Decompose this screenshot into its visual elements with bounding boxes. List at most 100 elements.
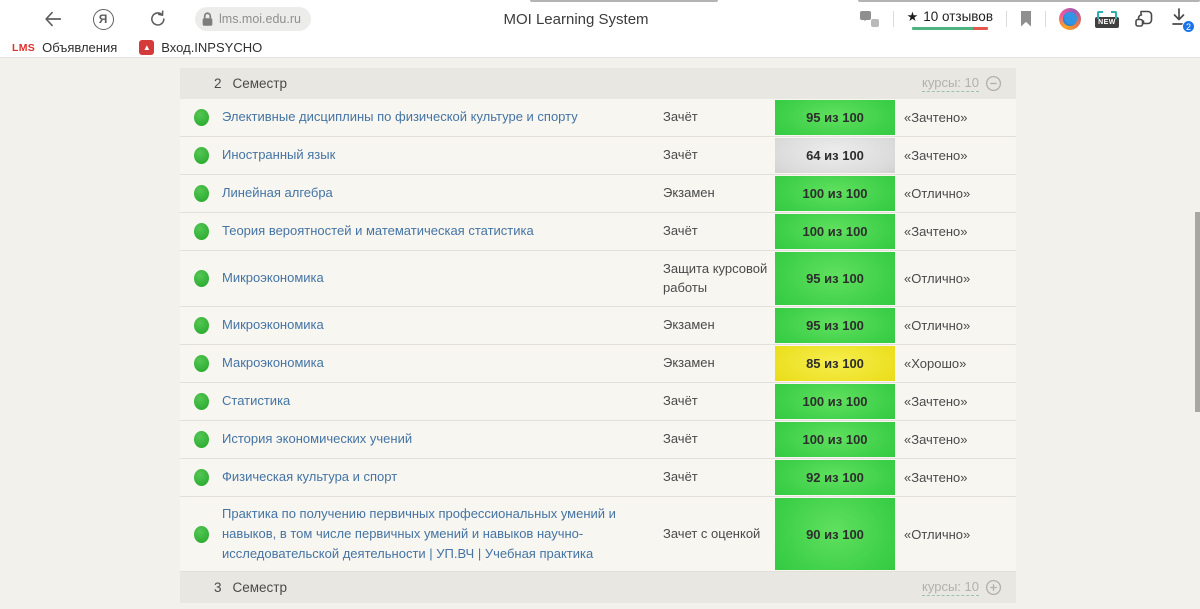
score-cell: 100 из 100	[775, 213, 895, 250]
score-badge: 95 из 100	[775, 308, 895, 343]
back-arrow-icon	[42, 8, 64, 30]
downloads-count-badge: 2	[1182, 20, 1195, 33]
browser-chrome: Я lms.moi.edu.ru MOI Learning System ★ 1…	[0, 0, 1200, 38]
status-dot-icon	[194, 393, 209, 410]
courses-count-link: курсы: 10	[922, 579, 979, 596]
score-cell: 100 из 100	[775, 383, 895, 420]
extension-new-icon[interactable]: NEW	[1094, 11, 1120, 28]
table-row: История экономических учений Зачёт 100 и…	[180, 421, 1016, 459]
semester-label: Семестр	[233, 580, 288, 595]
course-link[interactable]: Статистика	[222, 391, 663, 411]
grade-value: «Отлично»	[895, 318, 1016, 333]
status-dot-icon	[194, 109, 209, 126]
separator	[1006, 11, 1007, 27]
status-cell	[180, 185, 222, 202]
refresh-icon	[148, 9, 168, 29]
courses-count-link: курсы: 10	[922, 75, 979, 92]
course-link[interactable]: Теория вероятностей и математическая ста…	[222, 221, 663, 241]
downloads-button[interactable]: 2	[1168, 6, 1192, 32]
yandex-icon: Я	[93, 9, 114, 30]
extension-avatar-icon[interactable]	[1059, 8, 1081, 30]
assessment-type: Зачёт	[663, 108, 775, 127]
site-rating[interactable]: ★ 10 отзывов	[907, 9, 993, 30]
score-badge: 95 из 100	[775, 252, 895, 305]
status-cell	[180, 147, 222, 164]
expand-semester-control[interactable]: курсы: 10	[922, 579, 1002, 596]
score-cell: 100 из 100	[775, 421, 895, 458]
separator	[1045, 11, 1046, 27]
score-badge: 100 из 100	[775, 176, 895, 211]
status-dot-icon	[194, 317, 209, 334]
grade-value: «Отлично»	[895, 527, 1016, 542]
semester-label: Семестр	[233, 76, 288, 91]
course-link[interactable]: Линейная алгебра	[222, 183, 663, 203]
course-link[interactable]: Макроэкономика	[222, 353, 663, 373]
refresh-button[interactable]	[146, 7, 170, 31]
score-cell: 95 из 100	[775, 99, 895, 136]
score-badge: 100 из 100	[775, 384, 895, 419]
page-content: 2 Семестр курсы: 10 Элективные дисциплин…	[0, 58, 1200, 609]
course-link[interactable]: Микроэкономика	[222, 315, 663, 335]
score-badge: 100 из 100	[775, 422, 895, 457]
score-badge: 100 из 100	[775, 214, 895, 249]
score-badge: 92 из 100	[775, 460, 895, 495]
score-cell: 95 из 100	[775, 251, 895, 306]
assessment-type: Зачёт	[663, 222, 775, 241]
bookmark-item-lms[interactable]: LMS Объявления	[12, 40, 117, 55]
grade-value: «Отлично»	[895, 271, 1016, 286]
assessment-type: Зачёт	[663, 392, 775, 411]
semester-footer: 3 Семестр курсы: 10	[180, 572, 1016, 603]
grades-rows: Элективные дисциплины по физической куль…	[180, 99, 1016, 572]
status-dot-icon	[194, 431, 209, 448]
grade-value: «Зачтено»	[895, 148, 1016, 163]
grade-value: «Зачтено»	[895, 432, 1016, 447]
expand-plus-icon	[985, 579, 1002, 596]
collapse-semester-control[interactable]: курсы: 10	[922, 75, 1002, 92]
course-link[interactable]: Микроэкономика	[222, 268, 663, 288]
yandex-logo-button[interactable]: Я	[91, 7, 115, 31]
table-row: Теория вероятностей и математическая ста…	[180, 213, 1016, 251]
course-link[interactable]: Иностранный язык	[222, 145, 663, 165]
score-cell: 95 из 100	[775, 307, 895, 344]
chat-icon[interactable]	[860, 10, 880, 28]
extensions-button[interactable]	[1133, 8, 1155, 30]
table-row: Элективные дисциплины по физической куль…	[180, 99, 1016, 137]
grade-value: «Отлично»	[895, 186, 1016, 201]
url-text: lms.moi.edu.ru	[219, 12, 301, 26]
table-row: Практика по получению первичных професси…	[180, 497, 1016, 572]
course-link[interactable]: Физическая культура и спорт	[222, 467, 663, 487]
status-dot-icon	[194, 223, 209, 240]
bookmark-item-inpsycho[interactable]: ▲ Вход.INPSYCHO	[139, 40, 262, 55]
bookmark-button[interactable]	[1020, 11, 1032, 27]
status-cell	[180, 469, 222, 486]
course-link[interactable]: Элективные дисциплины по физической куль…	[222, 107, 663, 127]
grade-value: «Зачтено»	[895, 470, 1016, 485]
assessment-type: Зачёт	[663, 430, 775, 449]
score-cell: 85 из 100	[775, 345, 895, 382]
score-badge: 95 из 100	[775, 100, 895, 135]
course-link[interactable]: Практика по получению первичных професси…	[222, 504, 663, 564]
rating-bar	[912, 27, 988, 30]
bookmark-label: Вход.INPSYCHO	[161, 40, 262, 55]
vertical-scrollbar[interactable]	[1195, 212, 1200, 412]
back-button[interactable]	[41, 7, 65, 31]
page-title: MOI Learning System	[503, 0, 648, 38]
status-cell	[180, 270, 222, 287]
assessment-type: Экзамен	[663, 316, 775, 335]
grade-value: «Зачтено»	[895, 110, 1016, 125]
assessment-type: Экзамен	[663, 184, 775, 203]
table-row: Микроэкономика Защита курсовой работы 95…	[180, 251, 1016, 307]
status-cell	[180, 355, 222, 372]
status-cell	[180, 317, 222, 334]
grade-value: «Зачтено»	[895, 224, 1016, 239]
semester-number: 3	[214, 580, 222, 595]
scan-brackets-icon	[1097, 11, 1117, 19]
separator	[893, 11, 894, 27]
address-bar[interactable]: lms.moi.edu.ru	[195, 7, 311, 31]
rating-label: 10 отзывов	[923, 9, 993, 24]
status-cell	[180, 526, 222, 543]
grade-value: «Зачтено»	[895, 394, 1016, 409]
table-row: Макроэкономика Экзамен 85 из 100 «Хорошо…	[180, 345, 1016, 383]
course-link[interactable]: История экономических учений	[222, 429, 663, 449]
table-row: Статистика Зачёт 100 из 100 «Зачтено»	[180, 383, 1016, 421]
